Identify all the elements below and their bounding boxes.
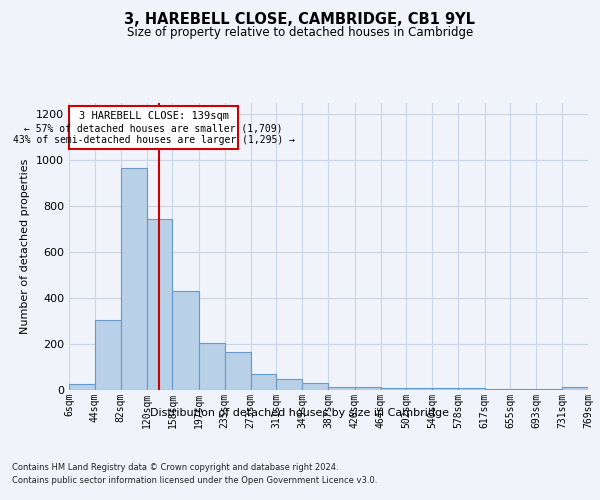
Text: Contains public sector information licensed under the Open Government Licence v3: Contains public sector information licen… <box>12 476 377 485</box>
Bar <box>406 388 432 390</box>
Bar <box>69 384 95 390</box>
Bar <box>69 106 238 148</box>
Text: 43% of semi-detached houses are larger (1,295) →: 43% of semi-detached houses are larger (… <box>13 136 295 145</box>
Bar <box>536 389 562 390</box>
Text: Contains HM Land Registry data © Crown copyright and database right 2024.: Contains HM Land Registry data © Crown c… <box>12 462 338 471</box>
Bar <box>328 386 355 390</box>
Bar <box>225 352 251 390</box>
Bar <box>95 320 121 390</box>
Bar <box>121 168 146 390</box>
Text: Distribution of detached houses by size in Cambridge: Distribution of detached houses by size … <box>151 408 449 418</box>
Text: 3, HAREBELL CLOSE, CAMBRIDGE, CB1 9YL: 3, HAREBELL CLOSE, CAMBRIDGE, CB1 9YL <box>125 12 476 28</box>
Bar <box>562 386 588 390</box>
Bar <box>458 388 485 390</box>
Bar <box>302 383 328 390</box>
Y-axis label: Number of detached properties: Number of detached properties <box>20 158 31 334</box>
Text: ← 57% of detached houses are smaller (1,709): ← 57% of detached houses are smaller (1,… <box>25 123 283 133</box>
Bar <box>380 388 406 390</box>
Bar <box>432 388 458 390</box>
Text: 3 HAREBELL CLOSE: 139sqm: 3 HAREBELL CLOSE: 139sqm <box>79 111 229 121</box>
Bar <box>277 379 302 390</box>
Bar <box>511 389 536 390</box>
Bar <box>485 389 511 390</box>
Bar <box>355 386 380 390</box>
Text: Size of property relative to detached houses in Cambridge: Size of property relative to detached ho… <box>127 26 473 39</box>
Bar <box>251 374 277 390</box>
Bar <box>146 219 172 390</box>
Bar <box>199 343 225 390</box>
Bar <box>172 291 199 390</box>
